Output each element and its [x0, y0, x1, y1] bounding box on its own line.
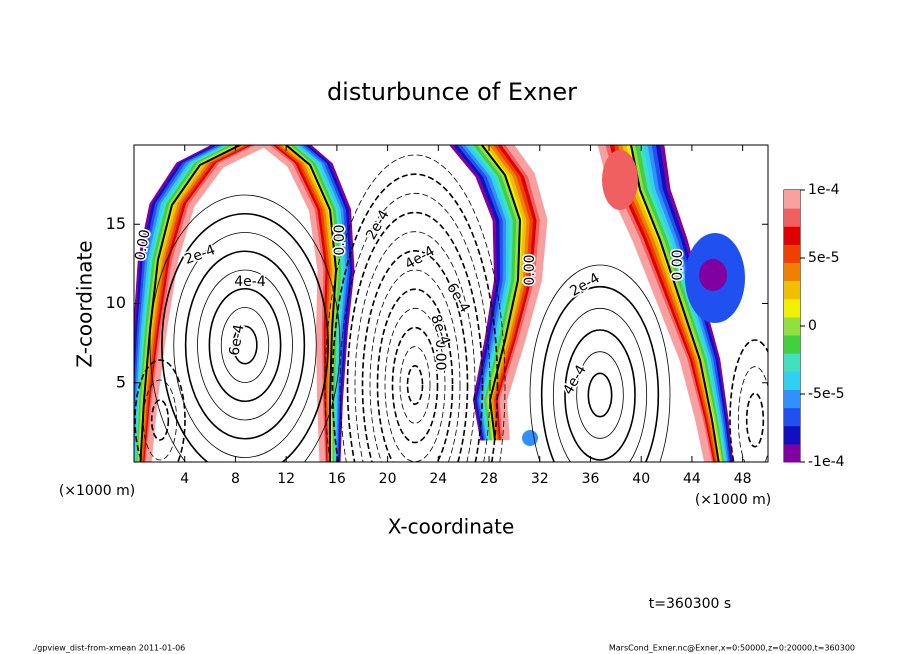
colorbar-segment: [784, 425, 800, 445]
contour-label: 0.00: [432, 339, 448, 370]
contour-line: [354, 231, 476, 462]
contour-line: [745, 392, 765, 448]
contour-line: [220, 307, 270, 383]
zero-contour: [284, 145, 338, 462]
contour-line: [173, 232, 317, 458]
colorbar-tick-label: 0: [808, 318, 817, 334]
colorbar-tick-label: 5e-5: [808, 250, 839, 266]
x-tick-label: 48: [734, 471, 752, 487]
contour-line: [142, 379, 178, 461]
colorbar-segment: [784, 298, 800, 318]
colorbar-segment: [784, 262, 800, 282]
contour-line: [540, 285, 660, 462]
footer-right: MarsCond_Exner.nc@Exner,x=0:50000,z=0:20…: [609, 644, 855, 653]
x-tick-label: 44: [683, 471, 701, 487]
zero-contour: [139, 145, 243, 462]
contour-line: [587, 372, 613, 418]
x-tick-label: 28: [480, 471, 498, 487]
contour-line: [552, 307, 648, 462]
contour-label: 0.00: [332, 224, 348, 255]
x-tick-label: 8: [231, 471, 240, 487]
color-band: [145, 145, 270, 462]
x-tick-label: 16: [328, 471, 346, 487]
y-unit: (×1000 m): [59, 483, 135, 499]
contour-label: 0.00: [670, 249, 686, 280]
zero-contour: [629, 145, 720, 462]
contour-line: [346, 211, 484, 462]
x-tick-label: 20: [379, 471, 397, 487]
contour-line: [232, 325, 258, 365]
contour-line: [384, 307, 446, 462]
color-blob: [602, 150, 638, 210]
contour-label: 4e-4: [234, 274, 266, 290]
contour-line: [729, 339, 768, 462]
contour-line: [406, 365, 424, 405]
y-tick-label: 5: [116, 372, 126, 391]
colorbar-segment: [784, 226, 800, 245]
colorbar-segment: [784, 335, 800, 354]
contour-line: [331, 173, 499, 462]
contour-line: [197, 269, 293, 421]
color-blob: [699, 259, 727, 291]
contour-line: [184, 250, 306, 440]
colorbar-segment: [784, 190, 800, 209]
y-axis-label: Z-coordinate: [73, 240, 97, 367]
contour-line: [737, 366, 768, 462]
color-blob: [522, 430, 538, 446]
x-unit: (×1000 m): [695, 492, 771, 508]
x-tick-label: 4: [180, 471, 189, 487]
contour-line: [399, 346, 431, 424]
x-tick-label: 32: [531, 471, 549, 487]
colorbar-tick-label: -1e-4: [808, 454, 845, 470]
contour-line: [161, 212, 329, 462]
contour-line: [376, 288, 454, 462]
colorbar-segment: [784, 353, 800, 372]
time-label: t=360300 s: [649, 596, 731, 612]
colorbar-segment: [784, 371, 800, 390]
zero-contour: [480, 145, 522, 441]
contour-line: [150, 399, 170, 441]
contour-line: [134, 359, 186, 462]
contour-line: [324, 154, 506, 462]
colorbar-segment: [784, 208, 800, 227]
colorbar-segment: [784, 280, 800, 300]
x-tick-label: 12: [277, 471, 295, 487]
colorbar-segment: [784, 407, 800, 427]
x-tick-label: 36: [582, 471, 600, 487]
colorbar-segment: [784, 244, 800, 264]
contour-line: [564, 329, 636, 461]
footer-left: ./gpview_dist-from-xmean 2011-01-06: [32, 644, 185, 653]
contour-line: [361, 250, 469, 462]
contour-line: [576, 351, 624, 439]
colorbar-segment: [784, 316, 800, 336]
colorbar-segment: [784, 443, 800, 463]
y-tick-label: 15: [106, 214, 126, 233]
color-band: [499, 145, 548, 441]
colorbar-tick-label: -5e-5: [808, 386, 845, 402]
contour-line: [339, 192, 491, 462]
chart-title: disturbunce of Exner: [327, 78, 577, 106]
contour-label: 0.00: [522, 254, 538, 285]
contour-line: [369, 269, 461, 462]
colorbar-tick-label: 1e-4: [808, 182, 840, 198]
contour-line: [208, 287, 282, 403]
contour-line: [391, 326, 439, 444]
contour-line: [149, 194, 341, 462]
x-axis-label: X-coordinate: [388, 515, 515, 539]
x-tick-label: 40: [632, 471, 650, 487]
colorbar-segment: [784, 389, 800, 409]
x-tick-label: 24: [429, 471, 447, 487]
contour-line: [529, 264, 671, 462]
y-tick-label: 10: [106, 293, 126, 312]
